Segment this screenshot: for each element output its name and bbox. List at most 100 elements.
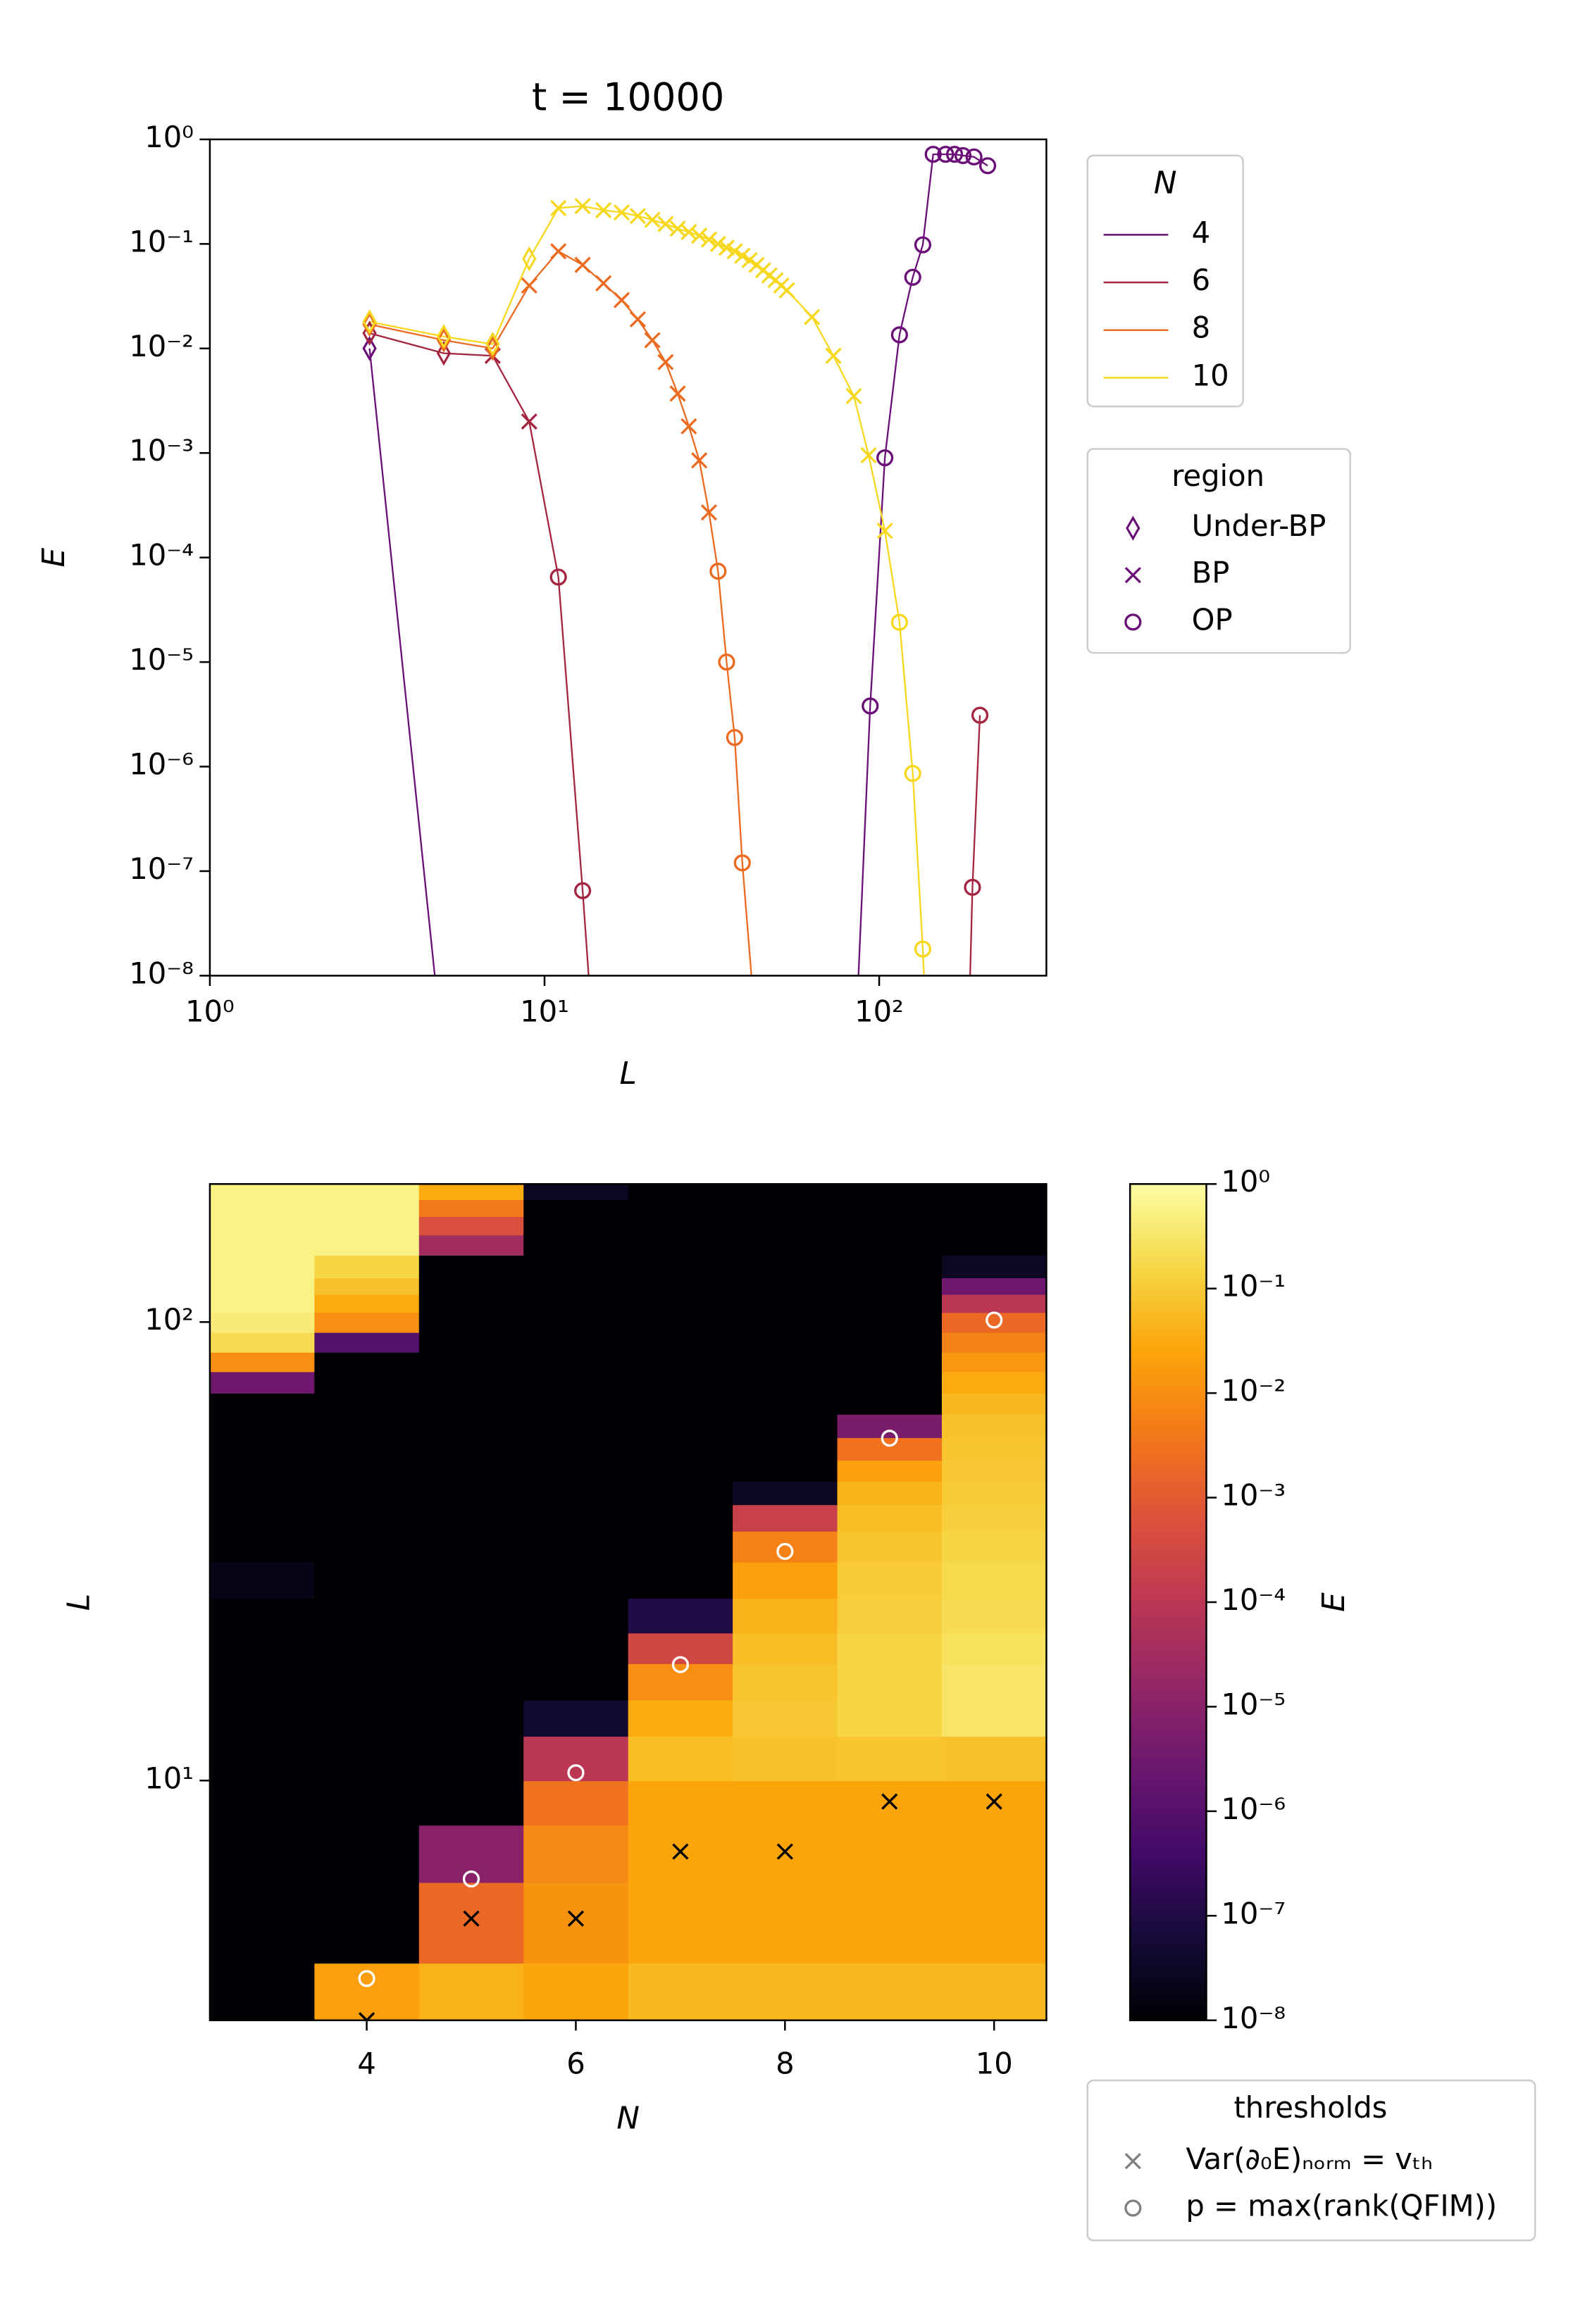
marker-x <box>657 215 674 232</box>
heatmap-cell <box>628 1277 733 1295</box>
marker-circle <box>358 1970 375 1987</box>
heatmap-cell <box>209 1824 316 1883</box>
heatmap-cell <box>628 1530 733 1563</box>
colorbar-tick-label: 10⁻¹ <box>1221 1269 1286 1304</box>
heatmap-cell <box>418 1780 525 1826</box>
heatmap-cell <box>837 1293 943 1313</box>
heatmap-cell <box>628 1881 733 1964</box>
marker <box>629 311 646 328</box>
heatmap-cell <box>209 1216 316 1236</box>
heatmap-cell <box>628 1331 733 1353</box>
heatmap-cell <box>209 1480 316 1506</box>
marker <box>644 211 661 228</box>
marker-diamond <box>362 311 377 337</box>
marker <box>463 1910 480 1927</box>
marker-circle <box>937 146 955 163</box>
heatmap-cell <box>314 1530 420 1563</box>
marker-x <box>574 256 591 273</box>
heatmap-cell <box>314 1735 420 1782</box>
heatmap-cell <box>628 1184 733 1201</box>
marker-x <box>734 247 751 264</box>
marker-x <box>691 227 708 244</box>
heatmap-cell <box>733 1881 838 1964</box>
marker-circle <box>945 146 964 163</box>
heatmap-cell <box>418 1881 525 1964</box>
marker <box>521 413 537 430</box>
heatmap-cell <box>523 1277 629 1295</box>
heatmap-cell <box>733 1699 838 1737</box>
marker-circle <box>979 157 997 175</box>
marker <box>726 729 743 746</box>
marker-x <box>680 223 697 241</box>
heatmap-cell <box>733 1370 838 1394</box>
heatmap-cell <box>628 1699 733 1737</box>
heatmap-cell <box>837 1480 943 1506</box>
heatmap-cell <box>523 1735 629 1782</box>
marker-circle <box>567 1764 585 1782</box>
legend-box <box>1086 154 1244 408</box>
marker-x <box>986 1793 1002 1810</box>
heatmap-cell <box>209 1663 316 1701</box>
heatmap-cell <box>209 1413 316 1439</box>
marker-circle <box>964 878 981 897</box>
heatmap-cell <box>733 1277 838 1295</box>
marker <box>362 309 377 335</box>
heatmap-cell <box>941 1735 1047 1782</box>
heatmap-cell <box>733 1780 838 1826</box>
heatmap-cell <box>523 1351 629 1373</box>
legend-marker <box>1126 516 1140 541</box>
heatmap-cell <box>628 1293 733 1313</box>
heatmap-cell <box>314 1881 420 1964</box>
marker-circle <box>1124 2199 1142 2217</box>
heatmap-cell <box>523 1824 629 1883</box>
heatmap-cell <box>523 1216 629 1236</box>
marker-diamond <box>436 340 452 366</box>
heatmap-cell <box>628 1480 733 1506</box>
heatmap-cell <box>628 1234 733 1256</box>
heatmap-cell <box>837 1331 943 1353</box>
marker-x <box>691 452 708 469</box>
x-tick-label: 10¹ <box>520 994 569 1029</box>
heatmap-cell <box>209 1370 316 1394</box>
heatmap-cell <box>941 1351 1047 1373</box>
marker-x <box>550 199 567 217</box>
heatmap-cell <box>837 1234 943 1256</box>
heatmap-cell <box>837 1311 943 1333</box>
legend-box <box>1086 448 1351 654</box>
heatmap-cell <box>209 1597 316 1634</box>
heatmap-cell <box>314 1331 420 1353</box>
heatmap-cell <box>941 1597 1047 1634</box>
marker-diamond <box>485 331 500 357</box>
heatmap-cell <box>733 1597 838 1634</box>
heatmap-cell <box>314 1293 420 1313</box>
heatmap-cell <box>837 1561 943 1599</box>
heatmap-cell <box>418 1234 525 1256</box>
heatmap-cell <box>837 1632 943 1664</box>
heatmap-cell <box>628 1413 733 1439</box>
heatmap-cell <box>733 1735 838 1782</box>
marker <box>881 1430 898 1447</box>
heatmap-cell <box>837 1370 943 1394</box>
marker <box>986 1793 1002 1810</box>
heatmap-cell <box>209 1962 316 2020</box>
marker-circle <box>965 148 983 165</box>
heatmap-cell <box>733 1392 838 1415</box>
marker <box>700 231 717 248</box>
marker-x <box>669 220 686 237</box>
heatmap-cell <box>628 1663 733 1701</box>
marker <box>462 1870 480 1888</box>
heatmap-cell <box>941 1254 1047 1278</box>
y-tick-label: 10² <box>144 1302 194 1337</box>
heatmap-cell <box>314 1234 420 1256</box>
marker-diamond <box>522 246 537 272</box>
heatmap-cell <box>523 1311 629 1333</box>
heatmap-cell <box>523 1370 629 1394</box>
marker-x <box>358 2012 375 2020</box>
heatmap-cell <box>418 1370 525 1394</box>
heatmap-cell <box>418 1311 525 1333</box>
heatmap-cell <box>523 1254 629 1278</box>
marker-circle <box>671 1656 689 1673</box>
heatmap-cell <box>523 1632 629 1664</box>
heatmap-cell <box>314 1351 420 1373</box>
y-tick-label: 10⁻⁷ <box>129 851 194 886</box>
